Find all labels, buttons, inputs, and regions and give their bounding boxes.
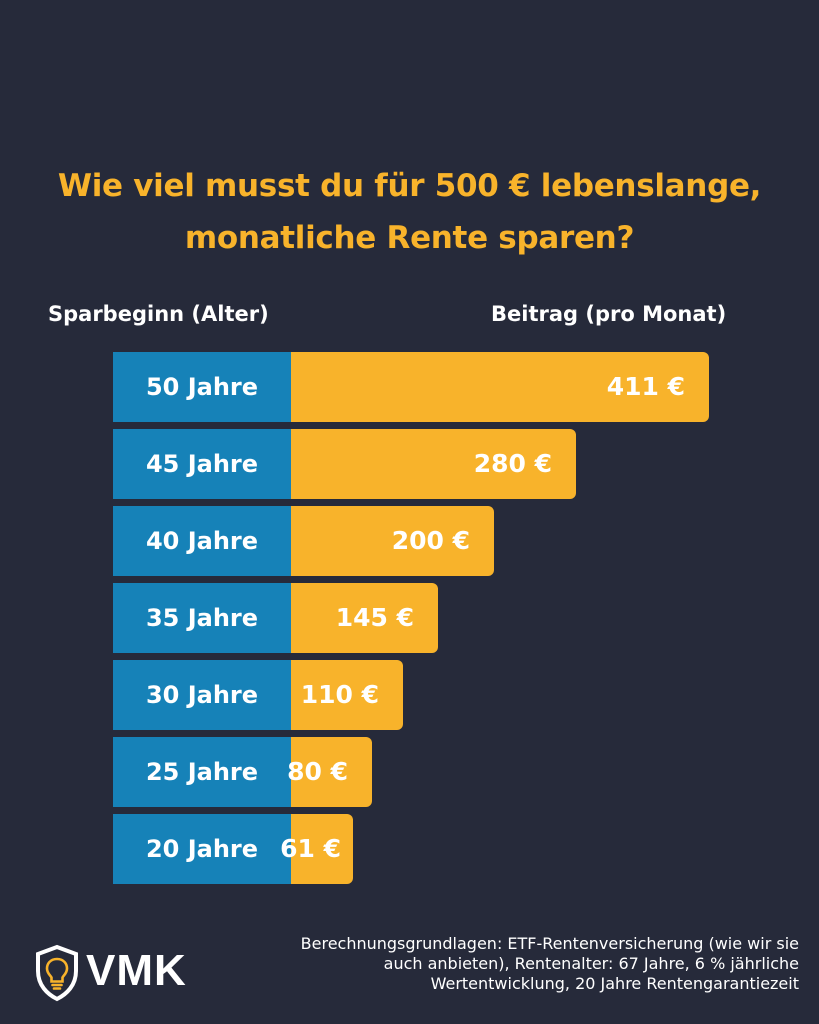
chart-title-line-2: monatliche Rente sparen? — [184, 220, 635, 256]
bar-value-label: 110 € — [300, 680, 379, 709]
category-label: 30 Jahre — [113, 660, 291, 730]
bar-value-label: 80 € — [287, 757, 348, 786]
category-label: 35 Jahre — [113, 583, 291, 653]
chart-title: Wie viel musst du für 500 € lebenslange,… — [0, 160, 819, 264]
bar: 80 € — [287, 737, 372, 807]
category-label: 40 Jahre — [113, 506, 291, 576]
bar-value-label: 145 € — [335, 603, 414, 632]
category-label: 25 Jahre — [113, 737, 291, 807]
logo-text: VMK — [86, 946, 187, 995]
category-label: 20 Jahre — [113, 814, 291, 884]
category-label: 45 Jahre — [113, 429, 291, 499]
lightbulb-shield-icon — [36, 944, 78, 1002]
bar: 280 € — [291, 429, 576, 499]
column-header-start-age: Sparbeginn (Alter) — [48, 302, 269, 326]
bar: 61 € — [280, 814, 353, 884]
bar: 200 € — [291, 506, 494, 576]
calculation-basis-note: Berechnungsgrundlagen: ETF-Rentenversich… — [300, 934, 799, 993]
vmk-logo: VMK — [34, 940, 204, 1004]
bar-value-label: 411 € — [606, 372, 685, 401]
bar-value-label: 280 € — [473, 449, 552, 478]
chart-title-line-1: Wie viel musst du für 500 € lebenslange, — [57, 168, 762, 204]
bar: 411 € — [291, 352, 709, 422]
bar: 145 € — [291, 583, 438, 653]
column-header-monthly-contribution: Beitrag (pro Monat) — [491, 302, 727, 326]
bar: 110 € — [291, 660, 403, 730]
bar-value-label: 200 € — [391, 526, 470, 555]
bar-value-label: 61 € — [280, 834, 341, 863]
category-label: 50 Jahre — [113, 352, 291, 422]
